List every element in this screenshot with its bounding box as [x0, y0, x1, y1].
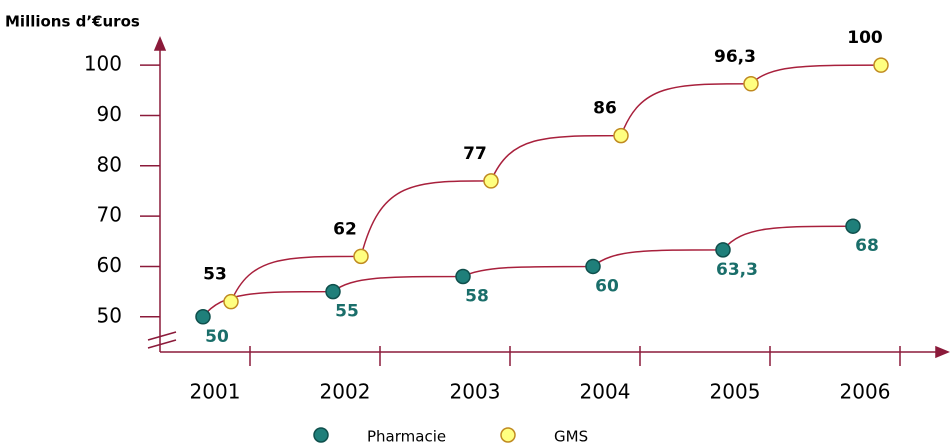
- data-label: 58: [465, 287, 489, 307]
- point: [325, 283, 341, 300]
- point: [223, 293, 239, 310]
- point: [743, 76, 759, 92]
- x-tick-label: 2005: [710, 380, 761, 404]
- point: [613, 127, 629, 144]
- data-label: 77: [463, 144, 487, 164]
- point: [585, 258, 601, 275]
- point: [483, 173, 499, 189]
- y-tick-label: 50: [97, 303, 122, 327]
- point: [715, 242, 731, 258]
- y-tick-label: 90: [97, 102, 122, 126]
- y-tick-label: 60: [97, 253, 122, 277]
- data-label: 50: [205, 327, 229, 347]
- legend-label: GMS: [554, 428, 588, 444]
- point: [353, 248, 369, 265]
- y-tick-label: 100: [84, 52, 122, 76]
- data-label: 100: [847, 28, 883, 48]
- point: [873, 57, 889, 73]
- y-axis-title: Millions d’€uros: [5, 13, 140, 31]
- data-label: 60: [595, 276, 619, 296]
- point: [195, 309, 211, 325]
- y-tick-label: 70: [97, 203, 122, 227]
- legend-marker: [500, 427, 516, 443]
- data-label: 96,3: [714, 47, 756, 67]
- data-label: 63,3: [716, 260, 758, 280]
- y-tick-label: 80: [97, 152, 122, 176]
- point: [845, 218, 861, 234]
- data-label: 68: [855, 236, 879, 256]
- x-tick-label: 2003: [450, 380, 501, 404]
- legend-label: Pharmacie: [367, 428, 446, 444]
- point: [455, 268, 471, 285]
- data-label: 53: [203, 265, 227, 285]
- x-tick-label: 2001: [190, 380, 241, 404]
- x-tick-label: 2006: [840, 380, 891, 404]
- x-tick-label: 2004: [580, 380, 631, 404]
- x-tick-label: 2002: [320, 380, 371, 404]
- series-line: [202, 225, 854, 318]
- axes: [147, 36, 950, 359]
- data-label: 62: [333, 219, 357, 239]
- legend-marker: [313, 427, 329, 443]
- data-label: 55: [335, 302, 359, 322]
- data-label: 86: [593, 99, 617, 119]
